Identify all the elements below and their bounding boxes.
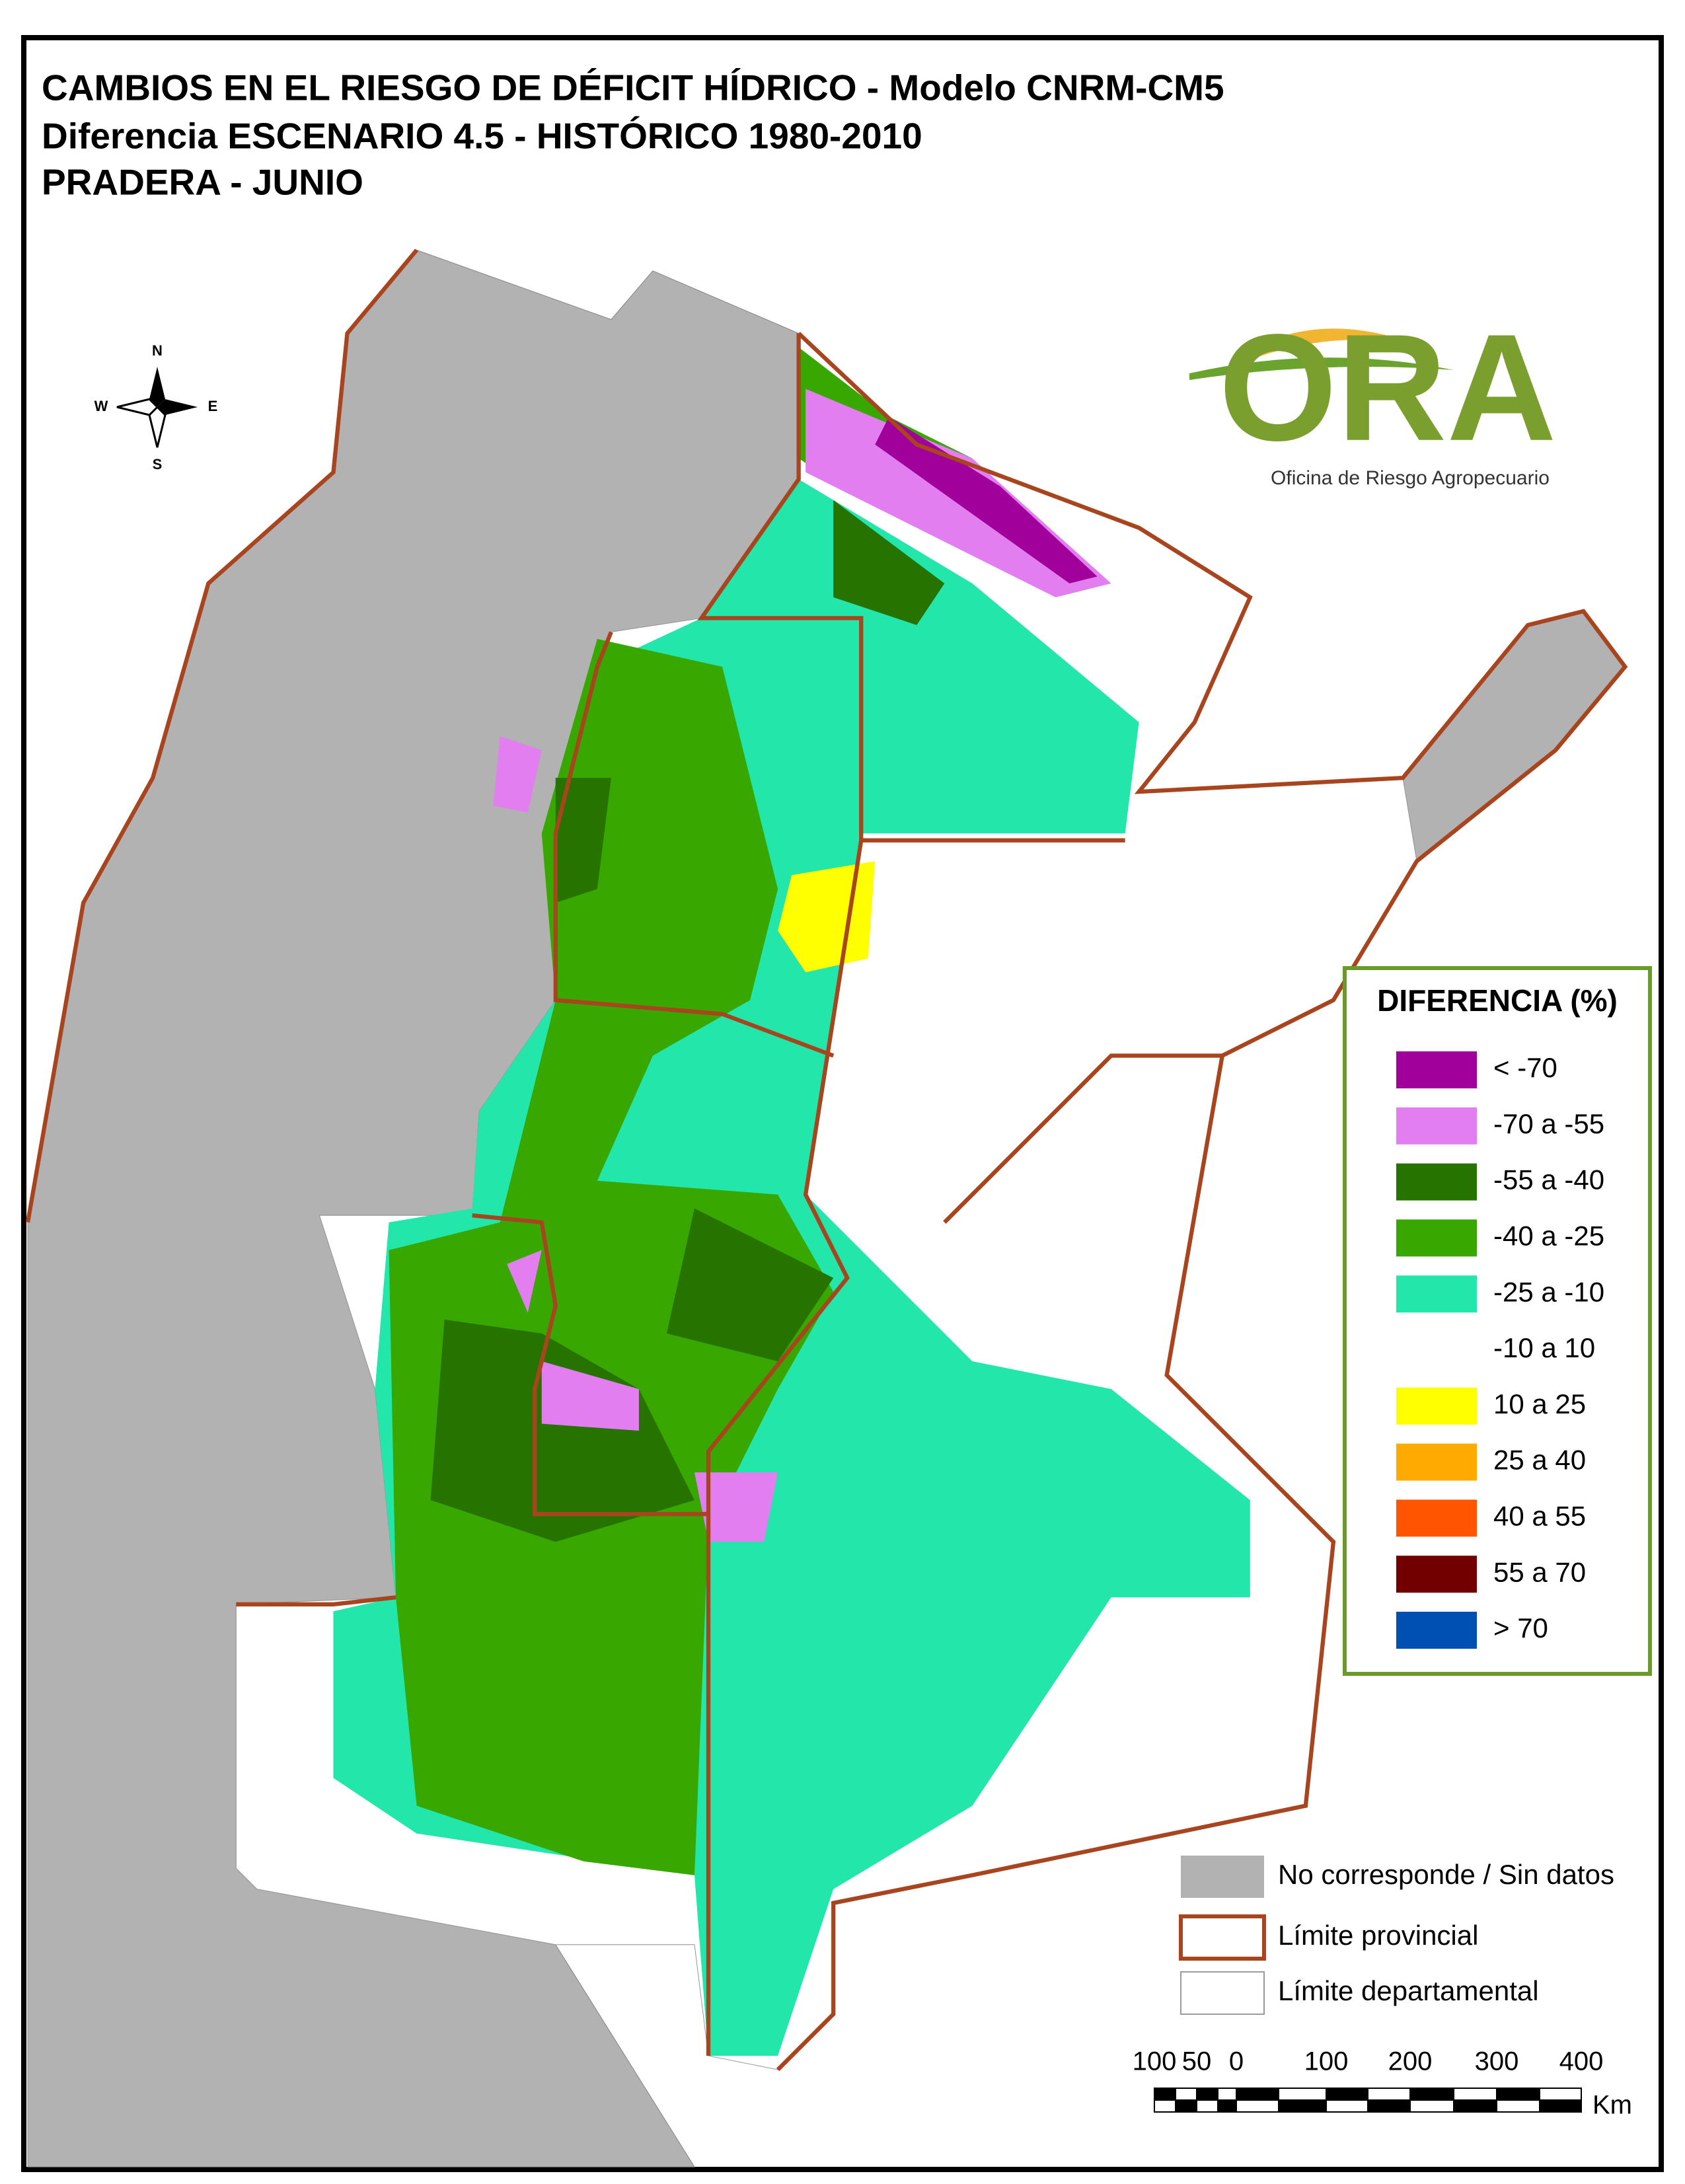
legend-swatch <box>1396 1612 1477 1649</box>
map <box>25 248 1628 2167</box>
scale-segment <box>1539 2088 1582 2101</box>
scale-segment <box>1175 2088 1197 2101</box>
legend-label: 10 a 25 <box>1493 1388 1586 1419</box>
reference-swatch <box>1179 1914 1266 1961</box>
scale-segment <box>1196 2088 1218 2101</box>
legend-label: > 70 <box>1493 1612 1548 1643</box>
title-line: Diferencia ESCENARIO 4.5 - HISTÓRICO 198… <box>42 116 922 157</box>
compass-label: N <box>152 342 163 359</box>
legend-title: DIFERENCIA (%) <box>1377 983 1618 1018</box>
legend-swatch <box>1396 1275 1477 1313</box>
map-region <box>389 638 834 1875</box>
logo-swoosh <box>1189 358 1454 380</box>
reference-legend: No corresponde / Sin datos Límite provinc… <box>1179 1856 1614 2015</box>
province-boundaries <box>25 248 1628 2072</box>
scale-segment <box>1236 2088 1279 2101</box>
map-region <box>875 416 1098 584</box>
reference-swatch <box>1180 1971 1265 2015</box>
scale-label: 100 <box>1304 2047 1349 2076</box>
reference-swatch <box>1181 1856 1264 1898</box>
scale-segment <box>1453 2088 1497 2101</box>
scale-label: 0 <box>1229 2047 1244 2076</box>
legend-label: -55 a -40 <box>1493 1164 1604 1195</box>
map-region <box>833 500 945 625</box>
map-region <box>507 1250 542 1313</box>
legend-swatch <box>1396 1387 1477 1425</box>
legend-swatch <box>1396 1332 1477 1369</box>
scale-segment <box>1217 2088 1237 2101</box>
scale-segment <box>1326 2099 1368 2113</box>
compass-label: W <box>94 398 108 414</box>
legend-label: 25 a 40 <box>1493 1445 1586 1476</box>
legend-label: -40 a -25 <box>1493 1220 1604 1251</box>
logo-swoosh <box>1249 328 1414 360</box>
scale-segment <box>1453 2099 1497 2113</box>
legend: < -70 -70 a -55 -55 a -40 -40 a -25 -25 a -1… <box>1396 1051 1604 1649</box>
scale-segment <box>1367 2088 1411 2101</box>
scale-label: 100 <box>1133 2047 1177 2076</box>
legend-swatch <box>1396 1219 1477 1257</box>
map-region <box>541 1361 639 1431</box>
map-region <box>555 778 611 903</box>
legend-swatch <box>1396 1107 1477 1145</box>
scale-segment <box>1278 2099 1327 2113</box>
reference-label: No corresponde / Sin datos <box>1278 1859 1614 1890</box>
scale-segment <box>1236 2099 1279 2113</box>
scale-segment <box>1539 2099 1582 2113</box>
map-region <box>778 861 876 973</box>
scale-segment <box>1278 2088 1327 2101</box>
logo: ORA Oficina de Riesgo Agropecuario <box>1189 303 1557 489</box>
legend-swatch <box>1396 1499 1477 1537</box>
map-region <box>430 1319 694 1542</box>
scale-label: 50 <box>1182 2047 1212 2076</box>
map-region <box>493 736 542 813</box>
scale-segment <box>1175 2099 1197 2113</box>
scale-unit: Km <box>1592 2091 1632 2120</box>
legend-swatch <box>1396 1051 1477 1088</box>
scale-segment <box>1496 2099 1540 2113</box>
compass-label: S <box>153 456 163 472</box>
map-region <box>694 1472 778 1542</box>
reference-label: Límite departamental <box>1278 1975 1539 2006</box>
reference-label: Límite provincial <box>1278 1920 1478 1951</box>
scale-label: 300 <box>1475 2047 1519 2076</box>
legend-swatch <box>1396 1443 1477 1481</box>
map-region <box>666 1208 834 1361</box>
scale-segment <box>1409 2099 1454 2113</box>
scale-segment <box>1154 2088 1176 2101</box>
compass-arrow <box>157 399 198 415</box>
compass: N S E W <box>94 342 218 472</box>
scale-segment <box>1326 2088 1368 2101</box>
scale-segment <box>1196 2099 1218 2113</box>
scale-segment <box>1367 2099 1411 2113</box>
legend-label: -10 a 10 <box>1493 1332 1595 1363</box>
logo-name: ORA <box>1218 303 1556 472</box>
compass-arrow <box>149 367 165 407</box>
legend-label: < -70 <box>1493 1052 1557 1083</box>
legend-label: 40 a 55 <box>1493 1500 1586 1531</box>
compass-label: E <box>208 398 218 414</box>
scale-segment <box>1217 2099 1237 2113</box>
scale-segment <box>1409 2088 1454 2101</box>
scale-label: 400 <box>1559 2047 1604 2076</box>
scale-label: 200 <box>1388 2047 1433 2076</box>
legend-label: 55 a 70 <box>1493 1556 1586 1587</box>
legend-swatch <box>1396 1556 1477 1593</box>
logo-subtitle: Oficina de Riesgo Agropecuario <box>1271 467 1550 489</box>
legend-label: -25 a -10 <box>1493 1276 1604 1307</box>
legend-label: -70 a -55 <box>1493 1108 1604 1139</box>
legend-swatch <box>1396 1163 1477 1201</box>
title-line: CAMBIOS EN EL RIESGO DE DÉFICIT HÍDRICO … <box>42 67 1224 108</box>
legend-box <box>1343 966 1652 1676</box>
title-line: PRADERA - JUNIO <box>42 162 363 203</box>
scale-segment <box>1496 2088 1540 2101</box>
scale-segment <box>1154 2099 1176 2113</box>
